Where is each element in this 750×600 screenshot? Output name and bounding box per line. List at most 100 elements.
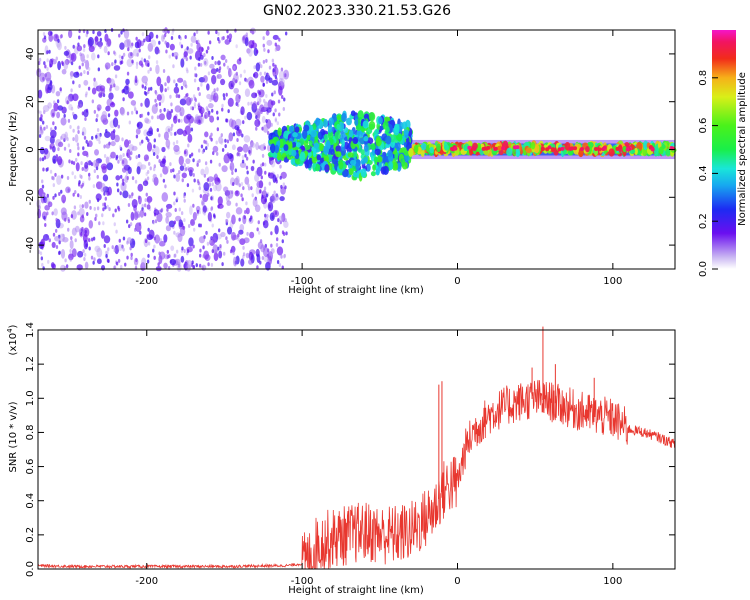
spectrogram-cell <box>96 104 102 111</box>
spectrogram-cell <box>276 152 282 161</box>
spectrogram-cell <box>223 186 229 193</box>
spectrogram-cell <box>117 258 121 263</box>
spectrogram-cell <box>244 176 250 185</box>
spectrogram-cell <box>278 215 284 222</box>
spectrogram-cell <box>530 141 536 150</box>
spectrogram-cell <box>106 250 109 255</box>
spectrogram-cell <box>278 77 283 83</box>
spectrogram-cell <box>72 113 78 120</box>
spectrogram-cell <box>193 227 196 232</box>
spectrogram-cell <box>273 90 276 95</box>
spectrogram-cell <box>137 183 144 192</box>
spectrogram-cell <box>221 139 224 144</box>
spectrogram-cell <box>225 92 228 97</box>
spectrogram-cell <box>271 92 274 97</box>
spectrogram-cell <box>281 152 287 158</box>
spectrogram-cell <box>87 66 91 71</box>
spectrogram-cell <box>61 60 64 65</box>
spectrogram-cell <box>193 119 197 124</box>
spectrogram-cell <box>608 148 615 157</box>
spectrogram-cell <box>71 227 77 236</box>
spectrogram-peak <box>579 147 584 152</box>
spectrogram-cell <box>53 102 59 112</box>
spectrogram-cell <box>40 256 44 261</box>
spectrogram-cell <box>169 258 177 266</box>
spectrogram-cell <box>203 58 209 67</box>
spectrogram-cell <box>157 262 160 267</box>
spectrogram-cell <box>232 132 236 137</box>
spectrogram-cell <box>84 161 89 169</box>
y-tick-label: -20 <box>25 189 36 205</box>
spectrogram-cell <box>63 146 67 151</box>
spectrogram-cell <box>169 162 172 167</box>
spectrogram-cell <box>214 60 217 65</box>
spectrogram-cell <box>160 207 164 212</box>
spectrogram-cell <box>79 194 82 199</box>
spectrogram-cell <box>181 172 187 179</box>
spectrogram-cell <box>336 123 341 130</box>
spectrogram-cell <box>159 251 166 260</box>
spectrogram-cell <box>67 118 71 123</box>
spectrogram-cell <box>341 139 346 147</box>
spectrogram-cell <box>101 213 104 218</box>
spectrogram-cell <box>233 65 236 70</box>
spectrogram-cell <box>101 264 106 271</box>
spectrogram-cell <box>245 201 248 206</box>
spectrogram-cell <box>325 140 331 150</box>
spectrogram-cell <box>242 120 245 125</box>
spectrogram-cell <box>172 64 175 69</box>
spectrogram-cell <box>250 101 253 106</box>
spectrogram-peak <box>493 146 498 151</box>
spectrogram-cell <box>133 211 139 221</box>
spectrogram-x-ticks: -200 -100 0 100 <box>135 30 622 287</box>
spectrogram-cell <box>122 247 125 252</box>
spectrogram-cell <box>436 143 441 153</box>
spectrogram-cell <box>165 225 172 232</box>
spectrogram-cell <box>258 91 262 96</box>
spectrogram-cell <box>69 148 72 153</box>
spectrogram-cell <box>92 30 95 35</box>
spectrogram-cell <box>241 133 244 138</box>
spectrogram-cell <box>146 176 150 181</box>
spectrogram-cell <box>319 143 325 152</box>
spectrogram-cell <box>50 262 55 268</box>
spectrogram-cell <box>190 42 193 47</box>
spectrogram-cell <box>242 245 245 250</box>
spectrogram-cell <box>153 244 156 249</box>
spectrogram-cell <box>250 140 254 148</box>
spectrogram-cell <box>193 78 197 83</box>
spectrogram-cell <box>214 173 218 178</box>
spectrogram-cell <box>328 117 334 126</box>
spectrogram-cell <box>159 108 162 113</box>
spectrogram-cell <box>262 36 265 41</box>
spectrogram-cell <box>224 144 227 149</box>
spectrogram-cell <box>278 80 285 91</box>
spectrogram-cell <box>197 101 201 106</box>
y-tick-label: 40 <box>25 48 36 61</box>
spectrogram-cell <box>310 130 317 138</box>
spectrogram-cell <box>130 44 133 49</box>
spectrogram-cell <box>275 242 279 247</box>
spectrogram-cell <box>158 133 161 138</box>
spectrogram-cell <box>247 101 250 106</box>
spectrogram-cell <box>177 94 181 99</box>
spectrogram-cell <box>193 73 197 78</box>
spectrogram-peak <box>512 145 517 150</box>
spectrogram-cell <box>235 118 242 127</box>
spectrogram-cell <box>60 174 64 179</box>
spectrogram-cell <box>76 45 83 52</box>
spectrogram-cell <box>64 45 67 50</box>
spectrogram-cell <box>107 113 111 118</box>
spectrogram-cell <box>272 112 275 117</box>
spectrogram-cell <box>183 167 187 172</box>
spectrogram-cell <box>306 134 312 141</box>
spectrogram-cell <box>393 162 399 171</box>
spectrogram-cell <box>83 239 89 250</box>
spectrogram-cell <box>229 249 233 254</box>
spectrogram-cell <box>203 53 206 58</box>
spectrogram-cell <box>128 194 131 199</box>
spectrogram-cell <box>128 120 132 125</box>
spectrogram-cell <box>267 72 270 77</box>
spectrogram-cell <box>153 144 156 149</box>
spectrogram-cell <box>210 68 217 75</box>
